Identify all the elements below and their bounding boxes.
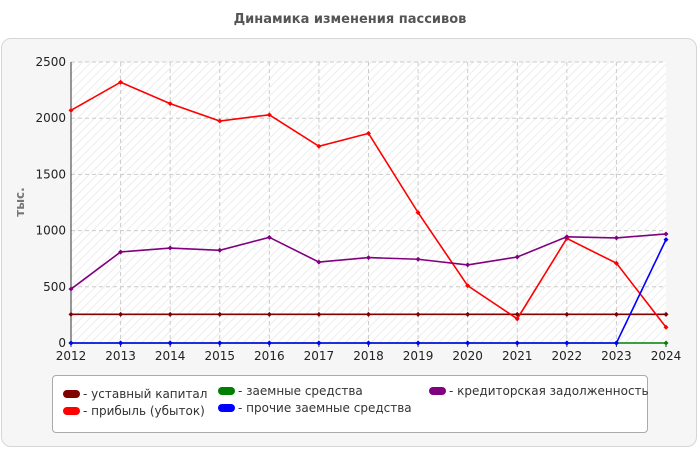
series-point-4 [118,249,124,255]
legend-item: - заемные средства [218,384,363,398]
series-point-0 [266,311,272,317]
series-point-0 [564,311,570,317]
y-tick-label: 500 [43,280,66,294]
series-point-1 [415,210,421,216]
series-point-3 [564,340,570,346]
series-point-4 [514,254,520,260]
series-point-3 [167,340,173,346]
x-tick-label: 2014 [155,349,186,363]
series-point-4 [613,235,619,241]
series-point-1 [465,283,471,289]
series-point-3 [465,340,471,346]
x-tick-label: 2017 [304,349,335,363]
series-point-4 [316,259,322,265]
x-tick-label: 2022 [552,349,583,363]
series-point-0 [613,311,619,317]
series-point-1 [663,324,669,330]
legend-label: - уставный капитал [83,387,208,401]
legend-label: - прочие заемные средства [238,401,412,415]
x-tick-label: 2019 [403,349,434,363]
x-tick-label: 2013 [105,349,136,363]
series-point-0 [118,311,124,317]
series-point-0 [366,311,371,317]
legend-item: - кредиторская задолженность [429,384,649,398]
series-point-1 [118,79,124,85]
series-point-3 [366,340,371,346]
series-point-3 [613,340,619,346]
series-point-3 [514,340,520,346]
series-point-2 [663,340,669,346]
series-point-0 [415,311,421,317]
y-axis-label: тыс. [13,187,27,216]
series-point-0 [68,311,74,317]
series-point-1 [316,143,322,149]
x-tick-label: 2018 [353,349,384,363]
y-tick-label: 1500 [35,167,66,181]
series-point-3 [316,340,322,346]
series-point-1 [266,112,272,118]
y-tick-label: 2000 [35,111,66,125]
legend-item: - прибыль (убыток) [63,404,205,418]
legend-item: - прочие заемные средства [218,401,412,415]
legend-label: - заемные средства [238,384,363,398]
legend-swatch [429,386,446,395]
series-point-0 [167,311,173,317]
series-point-3 [266,340,272,346]
series-point-4 [266,234,272,240]
series-point-3 [663,237,669,243]
series-point-1 [68,107,74,113]
x-tick-label: 2012 [56,349,87,363]
series-point-1 [514,316,520,322]
series-point-3 [217,340,223,346]
series-point-4 [217,247,223,253]
series-point-0 [316,311,322,317]
legend-swatch [63,406,80,415]
y-tick-label: 2500 [35,55,66,69]
series-point-0 [217,311,223,317]
series-point-4 [663,231,669,237]
series-point-4 [366,255,371,261]
x-tick-label: 2023 [601,349,632,363]
series-point-1 [217,118,223,124]
legend-label: - прибыль (убыток) [83,404,205,418]
series-point-3 [68,340,74,346]
x-tick-label: 2020 [452,349,483,363]
x-tick-label: 2016 [254,349,285,363]
series-point-3 [118,340,124,346]
legend-label: - кредиторская задолженность [449,384,649,398]
legend-swatch [63,389,80,398]
legend-swatch [218,386,235,395]
legend-swatch [218,403,235,412]
series-point-4 [415,256,421,262]
series-point-4 [68,286,74,292]
series-point-4 [167,245,173,251]
series-point-4 [564,234,570,240]
series-point-0 [663,311,669,317]
series-point-0 [465,311,471,317]
y-tick-label: 0 [58,336,66,350]
chart-title: Динамика изменения пассивов [233,12,467,27]
series-point-4 [465,262,471,268]
series-point-1 [167,101,173,107]
series-point-1 [613,260,619,266]
legend-item: - уставный капитал [63,387,207,401]
y-tick-label: 1000 [35,224,66,238]
x-tick-label: 2021 [502,349,533,363]
x-tick-label: 2015 [204,349,235,363]
series-point-1 [366,130,371,136]
series-point-3 [415,340,421,346]
legend: - уставный капитал - прибыль (убыток) - за… [52,375,649,433]
x-tick-label: 2024 [651,349,682,363]
